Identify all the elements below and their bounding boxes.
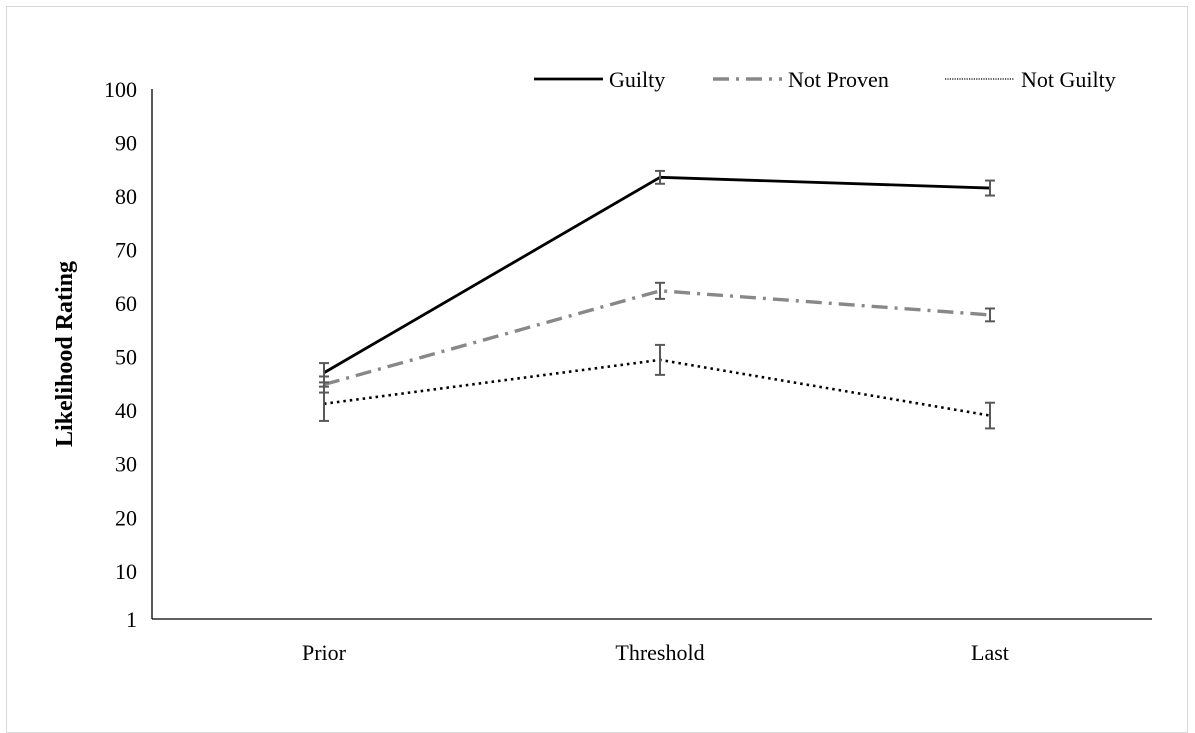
error-bar-guilty-threshold <box>655 169 665 185</box>
series-line-not-proven <box>323 289 991 387</box>
legend-label-not-proven: Not Proven <box>788 67 889 92</box>
y-tick-label: 40 <box>115 398 137 423</box>
y-tick-labels: 1 10 20 30 40 50 60 70 80 90 100 <box>104 77 137 632</box>
legend-label-not-guilty: Not Guilty <box>1021 67 1116 92</box>
y-axis-title: Likelihood Rating <box>52 261 78 447</box>
series-line-guilty <box>323 175 991 374</box>
error-bar-not-guilty-last <box>985 401 995 430</box>
legend-item-not-proven: Not Proven <box>713 67 889 92</box>
y-tick-label: 50 <box>115 345 137 370</box>
error-bar-not-guilty-threshold <box>655 343 665 376</box>
y-tick-label: 1 <box>126 607 137 632</box>
error-bar-not-proven-last <box>985 307 995 323</box>
x-tick-label-last: Last <box>971 640 1009 665</box>
legend-label-guilty: Guilty <box>609 67 665 92</box>
y-tick-label: 100 <box>104 77 137 102</box>
legend-item-guilty: Guilty <box>534 67 665 92</box>
x-tick-label-threshold: Threshold <box>615 640 704 665</box>
error-bar-not-guilty-prior <box>319 385 329 422</box>
y-tick-label: 60 <box>115 291 137 316</box>
y-tick-label: 20 <box>115 505 137 530</box>
y-tick-label: 70 <box>115 238 137 263</box>
legend-item-not-guilty: Not Guilty <box>945 67 1116 92</box>
y-tick-label: 10 <box>115 559 137 584</box>
series-line-not-guilty <box>323 358 991 417</box>
y-tick-label: 80 <box>115 184 137 209</box>
chart-frame <box>6 6 1188 733</box>
error-bar-guilty-last <box>985 179 995 197</box>
series-layer <box>323 175 991 417</box>
x-tick-labels: Prior Threshold Last <box>302 640 1009 665</box>
x-tick-label-prior: Prior <box>302 640 347 665</box>
y-tick-label: 90 <box>115 131 137 156</box>
error-bar-not-proven-threshold <box>655 281 665 300</box>
error-bars-layer <box>319 169 995 430</box>
legend: Guilty Not Proven Not Guilty <box>534 67 1116 92</box>
y-tick-label: 30 <box>115 452 137 477</box>
